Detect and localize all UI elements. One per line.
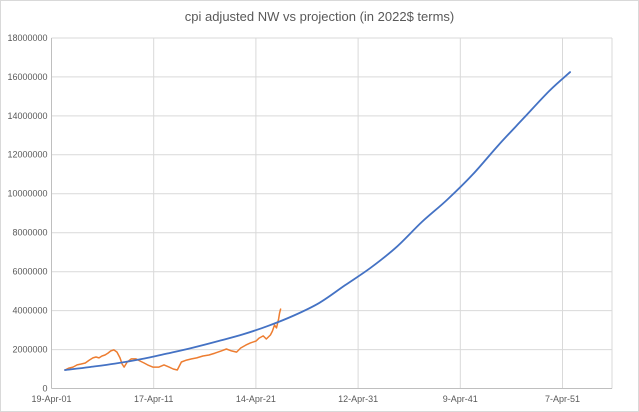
y-tick-label: 12000000 [7,150,47,160]
x-tick-label: 9-Apr-41 [443,394,478,404]
y-tick-label: 0 [42,383,47,393]
y-tick-label: 16000000 [7,72,47,82]
projection-line [64,71,571,371]
y-tick-label: 8000000 [12,228,47,238]
chart-title: cpi adjusted NW vs projection (in 2022$ … [184,9,455,24]
x-tick-label: 14-Apr-21 [236,394,276,404]
x-tick-label: 7-Apr-51 [545,394,580,404]
y-tick-label: 18000000 [7,33,47,43]
y-tick-label: 6000000 [12,267,47,277]
x-tick-label: 12-Apr-31 [338,394,378,404]
actual-line [64,308,282,371]
x-tick-label: 17-Apr-11 [134,394,173,404]
y-tick-label: 10000000 [7,189,47,199]
y-tick-label: 14000000 [7,111,47,121]
x-tick-label: 19-Apr-01 [31,394,71,404]
y-tick-label: 2000000 [12,344,47,354]
y-tick-label: 4000000 [12,305,47,315]
